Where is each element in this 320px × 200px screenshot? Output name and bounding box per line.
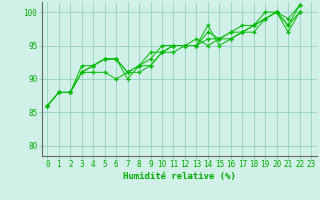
X-axis label: Humidité relative (%): Humidité relative (%) — [123, 172, 236, 181]
